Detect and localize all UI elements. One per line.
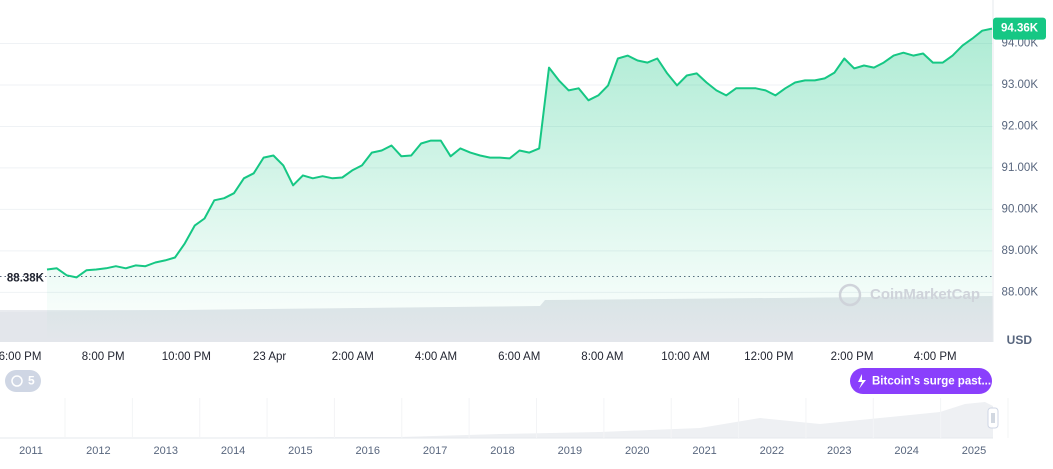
x-tick-label: 2:00 AM xyxy=(332,351,374,363)
navigator-handle[interactable] xyxy=(987,407,999,429)
price-line xyxy=(46,27,993,279)
y-tick-label: 91.00K xyxy=(1002,162,1039,174)
price-area xyxy=(47,28,992,340)
x-tick-label: 10:00 AM xyxy=(661,351,710,363)
y-tick-label: 88.00K xyxy=(1002,286,1039,298)
x-tick-label: 10:00 PM xyxy=(162,351,211,363)
y-tick-label: 94.00K xyxy=(1002,38,1039,50)
navigator-label: 2011 xyxy=(19,445,43,457)
navigator-label: 2023 xyxy=(827,445,851,457)
y-tick-label: 89.00K xyxy=(1002,245,1039,257)
x-tick-label: 23 Apr xyxy=(253,351,286,363)
y-tick-label: 90.00K xyxy=(1002,203,1039,215)
y-tick-label: 92.00K xyxy=(1002,120,1039,132)
navigator-area xyxy=(0,402,993,438)
navigator-label: 2019 xyxy=(558,445,582,457)
x-tick-label: 8:00 AM xyxy=(581,351,623,363)
history-badge[interactable] xyxy=(5,370,41,392)
watermark: CoinMarketCap xyxy=(870,286,980,303)
navigator-label: 2014 xyxy=(221,445,245,457)
navigator-label: 2018 xyxy=(490,445,514,457)
x-tick-label: 12:00 PM xyxy=(744,351,793,363)
y-tick-label: 93.00K xyxy=(1002,79,1039,91)
x-tick-label: 4:00 AM xyxy=(415,351,457,363)
navigator-label: 2013 xyxy=(153,445,177,457)
news-icon xyxy=(858,374,866,389)
series xyxy=(46,27,993,340)
navigator-label: 2016 xyxy=(356,445,380,457)
history-icon xyxy=(11,375,23,387)
news-badge[interactable] xyxy=(850,368,992,394)
navigator-label: 2012 xyxy=(86,445,110,457)
currency-label: USD xyxy=(1007,333,1033,347)
news-text: Bitcoin's surge past... xyxy=(872,376,991,388)
x-tick-label: 8:00 PM xyxy=(82,351,125,363)
navigator-label: 2017 xyxy=(423,445,447,457)
navigator-label: 2024 xyxy=(894,445,918,457)
watermark-logo xyxy=(838,283,862,307)
current-label: 94.36K xyxy=(1001,23,1039,35)
x-tick-label: 4:00 PM xyxy=(914,351,957,363)
x-tick-label: 6:00 PM xyxy=(0,351,41,363)
navigator-label: 2015 xyxy=(288,445,312,457)
navigator-label: 2022 xyxy=(760,445,784,457)
navigator-label: 2020 xyxy=(625,445,649,457)
navigator-label: 2021 xyxy=(692,445,716,457)
navigator-label: 2025 xyxy=(962,445,986,457)
history-count: 5 xyxy=(28,374,35,388)
current-badge xyxy=(993,17,1046,40)
x-tick-label: 6:00 AM xyxy=(498,351,540,363)
reference-label: 88.38K xyxy=(7,273,45,285)
x-tick-label: 2:00 PM xyxy=(831,351,874,363)
